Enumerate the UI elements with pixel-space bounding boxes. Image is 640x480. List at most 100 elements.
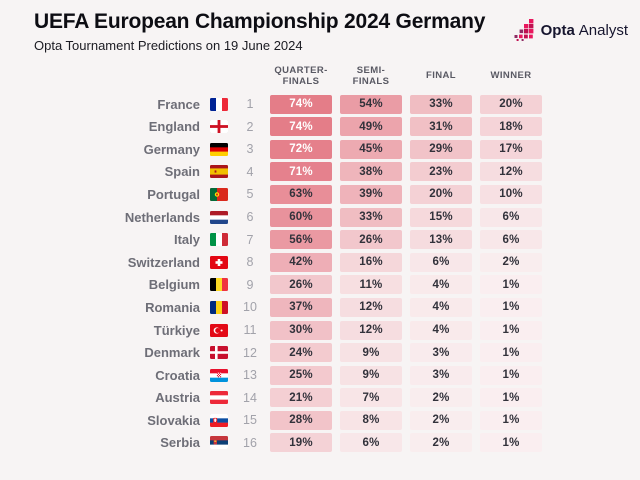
prob-cell-winner: 1% <box>480 433 542 453</box>
team-rank: 14 <box>243 390 257 405</box>
prob-cell-quarter-finals: 26% <box>270 275 332 295</box>
team-rank: 15 <box>243 413 257 428</box>
team-name: Romania <box>145 299 200 315</box>
header: UEFA European Championship 2024 Germany … <box>0 0 640 54</box>
team-name: Türkiye <box>153 322 200 338</box>
table-row: Romania 10 37% 12% 4% 1% <box>0 296 640 319</box>
prob-cell-semi-finals: 38% <box>340 162 402 182</box>
prob-cell-final: 4% <box>410 297 472 317</box>
table-row: Germany 3 72% 45% 29% 17% <box>0 138 640 161</box>
prob-cell-winner: 1% <box>480 410 542 430</box>
prob-cell-winner: 1% <box>480 275 542 295</box>
flag-icon-italy <box>210 233 228 247</box>
team-rank: 16 <box>243 435 257 450</box>
prob-cell-semi-finals: 54% <box>340 94 402 114</box>
prob-cell-winner: 1% <box>480 343 542 363</box>
prob-cell-semi-finals: 8% <box>340 410 402 430</box>
table-row: Spain 4 71% 38% 23% 12% <box>0 161 640 184</box>
team-name: Netherlands <box>124 209 200 225</box>
prob-cell-semi-finals: 9% <box>340 343 402 363</box>
prob-cell-final: 4% <box>410 275 472 295</box>
table-row: Switzerland 8 42% 16% 6% 2% <box>0 251 640 274</box>
team-rank: 10 <box>243 300 257 315</box>
team-name: Denmark <box>144 345 200 361</box>
flag-icon-turkiye <box>210 323 228 337</box>
table-body: France 1 74% 54% 33% 20% England 2 74% 49% 31% 18% G… <box>0 93 640 455</box>
prob-cell-winner: 2% <box>480 252 542 272</box>
prob-cell-quarter-finals: 42% <box>270 252 332 272</box>
flag-icon-romania <box>210 300 228 314</box>
prob-cell-final: 29% <box>410 139 472 159</box>
prob-cell-semi-finals: 49% <box>340 117 402 137</box>
prob-cell-quarter-finals: 56% <box>270 230 332 250</box>
team-rank: 5 <box>246 187 254 202</box>
prob-cell-quarter-finals: 24% <box>270 343 332 363</box>
flag-icon-switzerland <box>210 255 228 269</box>
prob-cell-winner: 1% <box>480 365 542 385</box>
team-name: England <box>148 119 200 135</box>
table-row: Belgium 9 26% 11% 4% 1% <box>0 274 640 297</box>
page-subtitle: Opta Tournament Predictions on 19 June 2… <box>34 38 303 54</box>
prob-cell-semi-finals: 7% <box>340 388 402 408</box>
prob-cell-semi-finals: 9% <box>340 365 402 385</box>
column-header-quarter-finals: QUARTER-FINALS <box>274 64 328 87</box>
table-row: England 2 74% 49% 31% 18% <box>0 115 640 138</box>
prob-cell-semi-finals: 6% <box>340 433 402 453</box>
team-rank: 4 <box>246 164 254 179</box>
prob-cell-final: 2% <box>410 433 472 453</box>
column-header-final: FINAL <box>426 70 456 82</box>
opta-analyst-logo: Opta Analyst <box>514 19 628 41</box>
prob-cell-winner: 18% <box>480 117 542 137</box>
prob-cell-quarter-finals: 21% <box>270 388 332 408</box>
prob-cell-semi-finals: 26% <box>340 230 402 250</box>
prob-cell-quarter-finals: 71% <box>270 162 332 182</box>
prob-cell-quarter-finals: 74% <box>270 94 332 114</box>
team-rank: 12 <box>243 345 257 360</box>
team-rank: 11 <box>243 323 257 338</box>
prob-cell-winner: 1% <box>480 320 542 340</box>
team-rank: 7 <box>246 232 254 247</box>
prob-cell-final: 15% <box>410 207 472 227</box>
team-rank: 9 <box>246 277 254 292</box>
prob-cell-final: 3% <box>410 365 472 385</box>
column-header-winner: WINNER <box>490 70 532 82</box>
flag-icon-slovakia <box>210 413 228 427</box>
prob-cell-winner: 10% <box>480 184 542 204</box>
team-name: Portugal <box>147 186 200 202</box>
prob-cell-quarter-finals: 74% <box>270 117 332 137</box>
logo-analyst-text: Analyst <box>578 21 628 39</box>
table-row: Türkiye 11 30% 12% 4% 1% <box>0 319 640 342</box>
flag-icon-germany <box>210 142 228 156</box>
flag-icon-england <box>210 120 228 134</box>
prob-cell-final: 13% <box>410 230 472 250</box>
table-row: Serbia 16 19% 6% 2% 1% <box>0 432 640 455</box>
team-rank: 3 <box>246 142 254 157</box>
prob-cell-quarter-finals: 28% <box>270 410 332 430</box>
table-row: Croatia 13 25% 9% 3% 1% <box>0 364 640 387</box>
team-rank: 8 <box>246 255 254 270</box>
prob-cell-quarter-finals: 37% <box>270 297 332 317</box>
prob-cell-final: 20% <box>410 184 472 204</box>
table-row: Denmark 12 24% 9% 3% 1% <box>0 341 640 364</box>
prob-cell-quarter-finals: 19% <box>270 433 332 453</box>
prob-cell-semi-finals: 11% <box>340 275 402 295</box>
prob-cell-semi-finals: 45% <box>340 139 402 159</box>
prob-cell-winner: 6% <box>480 230 542 250</box>
table-row: Austria 14 21% 7% 2% 1% <box>0 387 640 410</box>
prob-cell-quarter-finals: 63% <box>270 184 332 204</box>
table-row: Netherlands 6 60% 33% 15% 6% <box>0 206 640 229</box>
team-name: Serbia <box>160 435 200 451</box>
flag-icon-belgium <box>210 278 228 292</box>
flag-icon-serbia <box>210 436 228 450</box>
prob-cell-final: 33% <box>410 94 472 114</box>
prob-cell-semi-finals: 12% <box>340 297 402 317</box>
prob-cell-quarter-finals: 25% <box>270 365 332 385</box>
team-name: Italy <box>173 232 200 248</box>
flag-icon-netherlands <box>210 210 228 224</box>
prob-cell-quarter-finals: 72% <box>270 139 332 159</box>
prob-cell-winner: 17% <box>480 139 542 159</box>
team-name: Germany <box>143 141 200 157</box>
prob-cell-semi-finals: 33% <box>340 207 402 227</box>
opta-analyst-wordmark: Opta Analyst <box>541 22 628 39</box>
page-title: UEFA European Championship 2024 Germany <box>34 10 486 33</box>
